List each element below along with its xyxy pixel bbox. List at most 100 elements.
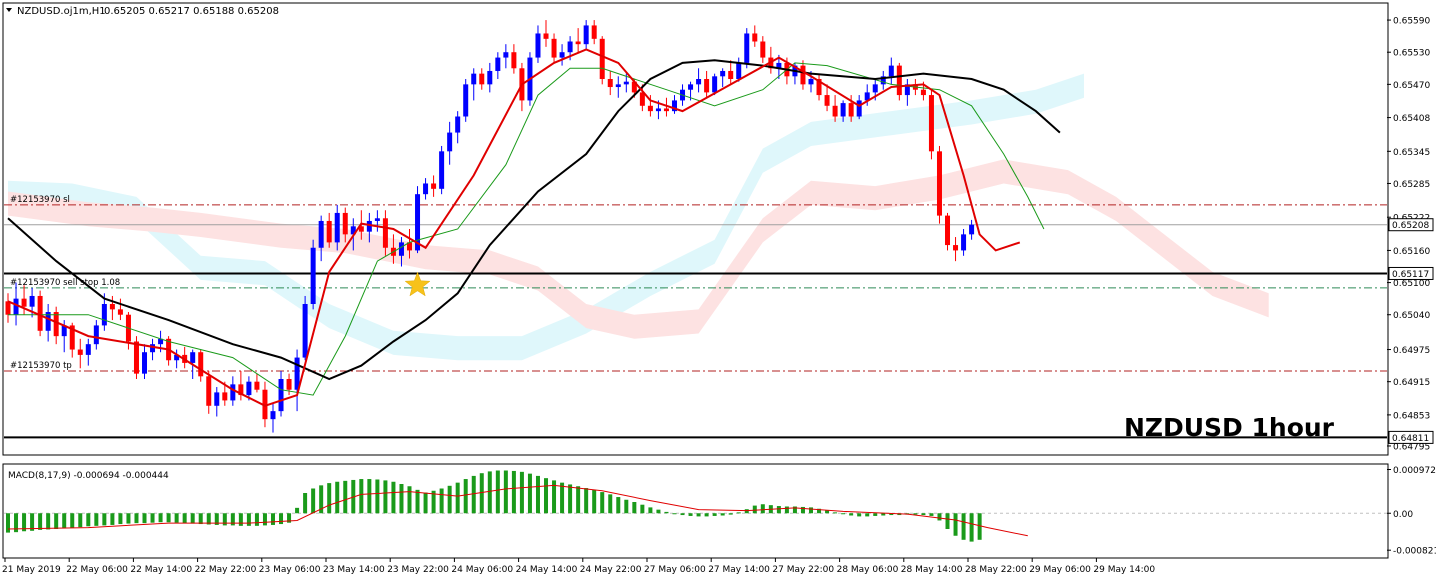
macd-bar — [937, 513, 942, 521]
time-tick-label: 22 May 14:00 — [130, 565, 192, 575]
candle-body — [864, 92, 870, 101]
candle-body — [479, 73, 485, 85]
macd-bar — [776, 506, 781, 514]
price-tick-label: 0.65470 — [1393, 81, 1430, 91]
candle-body — [101, 304, 107, 326]
candle-body — [5, 301, 11, 315]
moving-averages — [7, 48, 1061, 407]
candle-body — [575, 41, 581, 45]
macd-bar — [471, 475, 476, 514]
macd-bar — [688, 513, 693, 516]
macd-bar — [841, 513, 846, 515]
candle-body — [752, 33, 758, 42]
candle-body — [13, 298, 19, 315]
candle-body — [824, 95, 830, 106]
candle-body — [21, 298, 27, 307]
time-tick-label: 24 May 14:00 — [516, 565, 578, 575]
candle-body — [109, 304, 115, 310]
macd-bar — [921, 513, 926, 516]
candle-body — [334, 212, 340, 243]
candle-body — [447, 132, 453, 152]
macd-bar — [479, 473, 484, 514]
macd-bar — [359, 479, 364, 514]
macd-bar — [503, 470, 508, 514]
candle-body — [382, 218, 388, 248]
candle-body — [133, 341, 139, 374]
time-tick-label: 23 May 22:00 — [387, 565, 449, 575]
candle-body — [599, 38, 605, 79]
candle-body — [439, 151, 445, 189]
macd-bar — [94, 513, 99, 526]
candle-body — [535, 33, 541, 58]
macd-bar — [889, 513, 894, 516]
macd-bar — [295, 507, 300, 514]
candle-body — [567, 41, 573, 53]
candle-body — [350, 226, 356, 235]
candle-body — [326, 220, 332, 243]
price-tick-label: 0.64795 — [1393, 442, 1430, 452]
cloud-bullish — [8, 73, 1084, 361]
price-tick-label: 0.65100 — [1393, 279, 1430, 289]
macd-bar — [142, 513, 147, 524]
candle-body — [190, 352, 196, 363]
candle-body — [222, 392, 228, 401]
macd-bar — [270, 513, 275, 525]
candle-body — [214, 392, 220, 406]
macd-bar — [14, 513, 19, 533]
time-tick-label: 21 May 2019 — [2, 565, 61, 575]
macd-bar — [953, 513, 958, 536]
time-tick-label: 24 May 06:00 — [451, 565, 513, 575]
macd-bar — [463, 479, 468, 514]
triangle-down-icon[interactable] — [6, 8, 12, 12]
candle-body — [688, 84, 694, 90]
macd-bar — [238, 513, 243, 526]
candle-body — [559, 52, 565, 58]
macd-bar — [608, 494, 613, 514]
macd-bar — [656, 509, 661, 514]
macd-bar — [110, 513, 115, 525]
candle-body — [744, 33, 750, 63]
candle-body — [407, 242, 412, 251]
macd-label: MACD(8,17,9) -0.000694 -0.000444 — [8, 471, 169, 481]
macd-bar — [126, 513, 131, 524]
macd-bar — [134, 513, 139, 524]
candle-body — [639, 92, 645, 106]
macd-bar — [399, 484, 404, 514]
candle-body — [583, 25, 589, 45]
macd-bar — [70, 513, 75, 528]
macd-bar — [720, 513, 725, 516]
macd-bar — [423, 492, 428, 514]
candle-body — [607, 79, 613, 88]
price-tick-label: 0.65408 — [1393, 114, 1430, 124]
macd-bar — [833, 512, 838, 514]
macd-bar — [279, 513, 284, 525]
chart-header[interactable]: NZDUSD.oj1m,H1 0.65205 0.65217 0.65188 0… — [6, 6, 279, 17]
candle-body — [696, 79, 702, 85]
candle-body — [142, 352, 148, 374]
macd-bar — [487, 471, 492, 514]
candle-body — [262, 389, 268, 420]
candle-body — [93, 325, 99, 345]
macd-bar — [857, 513, 862, 517]
candle-body — [358, 226, 364, 232]
candle-body — [760, 41, 766, 58]
time-axis: 21 May 2019 22 May 06:00 22 May 14:00 22 Ma… — [2, 558, 1155, 575]
candle-body — [398, 242, 404, 256]
candle-body — [150, 344, 156, 353]
price-tag-label: 0.65117 — [1392, 270, 1429, 280]
macd-bar — [519, 471, 524, 514]
candle-body — [936, 151, 942, 216]
candle-body — [671, 100, 677, 112]
candle-body — [487, 70, 493, 85]
candle-body — [647, 105, 653, 112]
macd-bar — [158, 513, 163, 523]
price-tick-label: 0.65285 — [1393, 180, 1430, 190]
candle-body — [872, 84, 878, 93]
macd-bar — [576, 486, 581, 514]
price-tick-label: 0.64915 — [1393, 378, 1430, 388]
macd-bar — [327, 483, 332, 514]
macd-bar — [568, 484, 573, 514]
macd-bar — [190, 513, 195, 524]
macd-bar — [150, 513, 155, 523]
candle-body — [69, 325, 75, 350]
